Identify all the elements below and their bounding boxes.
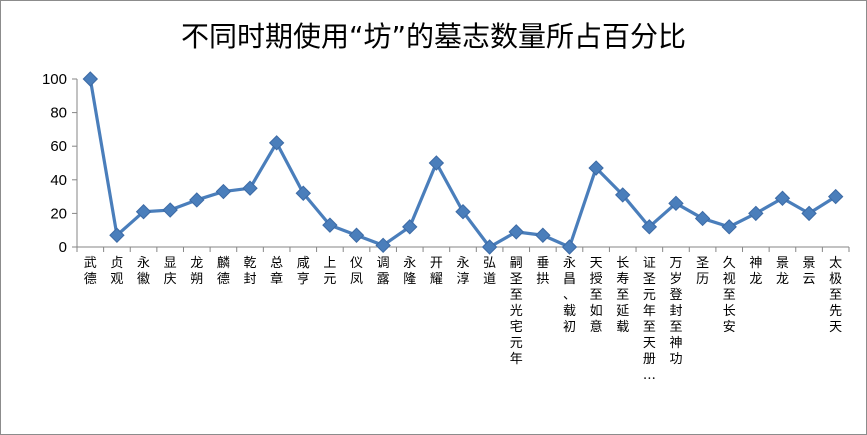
data-point (322, 217, 338, 233)
x-tick-label: 嗣圣至光宅元年 (510, 256, 523, 367)
data-point (508, 224, 524, 240)
x-tick-label: 上元 (323, 256, 336, 287)
x-tick-label: 永昌、载初 (563, 256, 576, 335)
y-tick-labels: 0 20 40 60 80 100 (42, 71, 67, 256)
data-point (615, 187, 631, 203)
data-point (295, 185, 311, 201)
x-tick-label: 永徽 (137, 256, 150, 287)
x-tick-label: 乾封 (244, 256, 257, 287)
x-tick-label: 太极至先天 (829, 256, 842, 335)
data-point (641, 219, 658, 235)
series-line (88, 78, 837, 249)
x-tick-label: 调露 (377, 256, 390, 287)
x-tick-label: 武德 (84, 256, 97, 287)
data-point (668, 195, 684, 212)
x-tick-label: 圣历 (696, 256, 709, 287)
chart-title: 不同时期使用“坊”的墓志数量所占百分比 (180, 20, 686, 53)
y-tick-label: 60 (50, 138, 67, 155)
series (82, 71, 844, 255)
x-tick-label: 永淳 (456, 256, 469, 287)
data-point (402, 219, 418, 235)
x-tick-label: 天授至如意 (590, 256, 603, 335)
x-tick-label: 麟德 (217, 255, 230, 287)
y-tick-label: 0 (59, 239, 67, 256)
x-tick-label: 久视至长安 (723, 256, 736, 335)
x-tick-label: 景龙 (776, 256, 789, 287)
y-tick-label: 100 (42, 71, 67, 88)
data-point (109, 227, 125, 243)
data-point (721, 219, 737, 235)
x-tick-label: 景云 (803, 256, 816, 287)
data-point (535, 227, 551, 243)
data-point (348, 227, 365, 243)
data-point (588, 160, 604, 176)
axes (72, 78, 850, 252)
x-tick-label: 总章 (270, 256, 283, 287)
data-point (694, 210, 711, 227)
x-tick-label: 显庆 (164, 256, 177, 287)
data-point (774, 190, 791, 206)
x-tick-label: 仪凤 (350, 256, 363, 287)
data-point (82, 71, 99, 87)
x-tick-label: 垂拱 (536, 256, 549, 287)
data-point (481, 239, 498, 255)
x-tick-label: 长寿至延载 (616, 256, 629, 335)
y-tick-label: 40 (50, 172, 67, 189)
x-tick-label: 证圣元年至天册… (643, 256, 656, 383)
data-point (268, 135, 285, 151)
data-point (162, 202, 178, 218)
x-tick-label: 贞观 (110, 256, 123, 287)
data-point (215, 183, 232, 200)
data-point (455, 204, 471, 220)
y-tick-label: 20 (50, 205, 67, 222)
x-tick-label: 咸亨 (297, 256, 310, 287)
data-point (242, 180, 258, 196)
x-tick-label: 神龙 (749, 256, 762, 287)
y-tick-label: 80 (50, 105, 67, 122)
x-tick-label: 万岁登封至神功 (669, 256, 682, 367)
data-point (375, 237, 391, 254)
data-point (827, 188, 844, 205)
data-point (561, 239, 578, 255)
x-tick-label: 开耀 (430, 256, 443, 287)
data-point (748, 205, 764, 222)
data-point (189, 192, 205, 208)
data-point (428, 155, 445, 171)
x-tick-label: 龙朔 (190, 256, 203, 287)
x-tick-label: 永隆 (403, 256, 416, 287)
data-point (801, 205, 817, 222)
x-tick-label: 弘道 (483, 256, 496, 287)
data-point (135, 204, 152, 220)
